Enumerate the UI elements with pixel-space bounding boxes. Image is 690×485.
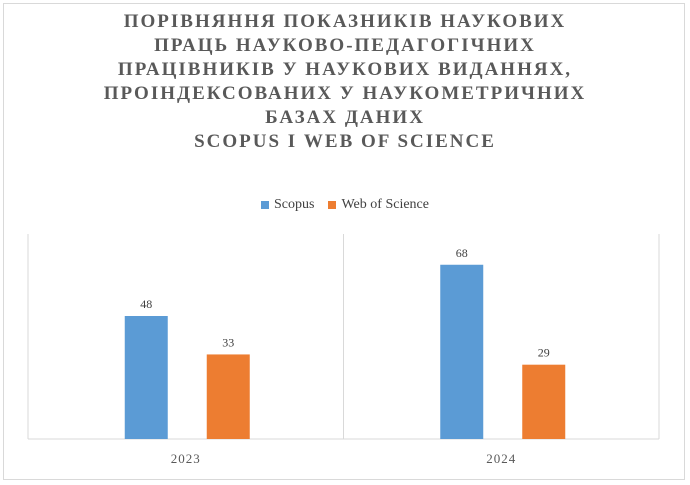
chart-title-line: ПРОІНДЕКСОВАНИХ У НАУКОМЕТРИЧНИХ — [103, 83, 587, 104]
chart-title-line: ПРАЦЬ НАУКОВО-ПЕДАГОГІЧНИХ — [154, 35, 536, 56]
data-label: 33 — [222, 335, 234, 349]
legend-swatch-web-of-science — [328, 201, 337, 209]
x-tick-label: 2023 — [171, 451, 201, 466]
chart-legend: Scopus Web of Science — [0, 197, 690, 213]
legend-label-web-of-science: Web of Science — [341, 197, 429, 212]
legend-item-web-of-science: Web of Science — [328, 197, 429, 213]
data-label: 48 — [140, 297, 152, 311]
bar-web-of-science — [522, 364, 566, 439]
bar-scopus — [440, 264, 484, 439]
chart-title: ПОРІВНЯННЯ ПОКАЗНИКІВ НАУКОВИХ ПРАЦЬ НАУ… — [0, 10, 690, 154]
chart-title-line: SCOPUS І WEB OF SCIENCE — [194, 131, 496, 152]
x-tick-label: 2024 — [486, 451, 516, 466]
legend-item-scopus: Scopus — [261, 197, 314, 213]
bar-scopus — [124, 316, 168, 439]
legend-label-scopus: Scopus — [274, 197, 315, 212]
data-label: 68 — [456, 246, 468, 260]
chart-title-line: ПОРІВНЯННЯ ПОКАЗНИКІВ НАУКОВИХ — [123, 11, 567, 32]
bar-web-of-science — [206, 354, 250, 439]
data-label: 29 — [538, 346, 550, 360]
chart-title-line: БАЗАХ ДАНИХ — [265, 107, 425, 128]
chart-title-line: ПРАЦІВНИКІВ У НАУКОВИХ ВИДАННЯХ, — [117, 59, 573, 80]
legend-swatch-scopus — [261, 201, 270, 209]
